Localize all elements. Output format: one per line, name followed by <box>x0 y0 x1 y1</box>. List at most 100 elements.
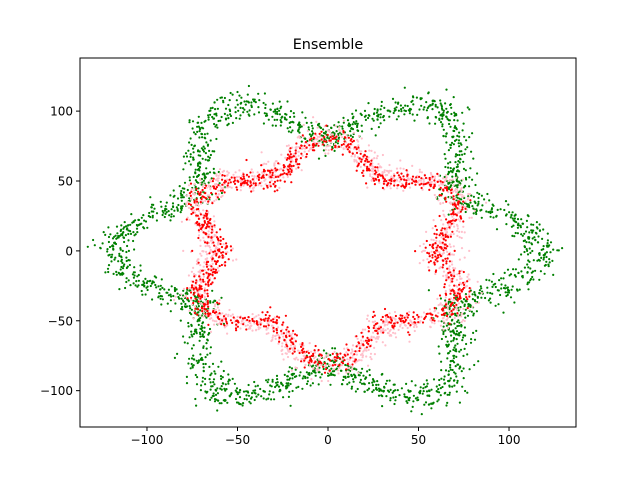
scatter-point <box>217 399 220 402</box>
scatter-point <box>436 106 439 109</box>
scatter-point <box>430 316 433 319</box>
scatter-point <box>305 382 309 385</box>
scatter-point <box>273 176 276 179</box>
scatter-point <box>469 303 472 307</box>
scatter-point <box>213 220 216 223</box>
scatter-point <box>324 132 327 135</box>
x-tick-label: 50 <box>411 433 426 447</box>
scatter-point <box>367 167 370 170</box>
scatter-point <box>197 229 200 232</box>
scatter-point <box>448 313 451 316</box>
scatter-point <box>445 262 448 265</box>
scatter-point <box>190 270 193 273</box>
scatter-point <box>188 119 191 122</box>
scatter-point <box>439 180 442 183</box>
scatter-point <box>229 114 233 118</box>
scatter-point <box>227 117 230 120</box>
scatter-point <box>409 177 412 180</box>
scatter-point <box>455 307 458 310</box>
scatter-point <box>488 279 491 282</box>
scatter-point <box>180 220 183 223</box>
x-tick-label: 100 <box>498 433 521 447</box>
scatter-point <box>343 347 346 350</box>
scatter-point <box>282 164 285 167</box>
scatter-point <box>459 366 462 369</box>
scatter-point <box>345 368 348 371</box>
scatter-point <box>433 179 436 182</box>
scatter-point <box>215 262 218 266</box>
scatter-point <box>389 399 392 402</box>
scatter-point <box>276 112 279 116</box>
scatter-point <box>276 326 280 329</box>
scatter-point <box>133 248 136 251</box>
scatter-point <box>446 245 449 248</box>
scatter-point <box>176 292 179 295</box>
scatter-point <box>351 365 354 369</box>
scatter-point <box>505 294 508 298</box>
scatter-point <box>363 383 366 386</box>
scatter-point <box>430 250 433 253</box>
scatter-point <box>215 389 218 392</box>
scatter-point <box>383 119 386 122</box>
scatter-point <box>480 296 483 299</box>
scatter-point <box>288 334 291 338</box>
scatter-point <box>188 121 191 124</box>
scatter-point <box>214 245 218 248</box>
scatter-point <box>351 152 354 155</box>
scatter-point <box>125 277 128 280</box>
scatter-point <box>200 302 203 305</box>
scatter-point <box>338 357 341 360</box>
scatter-point <box>433 177 436 180</box>
scatter-point <box>436 315 439 318</box>
scatter-point <box>239 114 242 117</box>
scatter-point <box>452 169 455 172</box>
scatter-point <box>445 274 449 277</box>
scatter-point <box>211 273 214 277</box>
scatter-point <box>196 289 199 292</box>
scatter-point <box>223 174 226 177</box>
scatter-point <box>300 152 303 155</box>
scatter-point <box>422 242 425 246</box>
scatter-point <box>439 387 442 390</box>
scatter-point <box>476 280 479 283</box>
scatter-point <box>451 302 454 305</box>
scatter-point <box>426 251 429 254</box>
scatter-point <box>311 130 314 133</box>
scatter-point <box>363 163 366 166</box>
scatter-point <box>322 365 325 368</box>
scatter-point <box>220 360 223 363</box>
scatter-point <box>385 320 388 323</box>
scatter-point <box>433 99 436 102</box>
scatter-point <box>269 175 272 178</box>
scatter-point <box>211 362 215 365</box>
scatter-point <box>468 185 471 188</box>
scatter-point <box>245 173 249 176</box>
scatter-point <box>537 258 540 261</box>
scatter-point <box>324 130 327 133</box>
scatter-point <box>471 205 474 208</box>
scatter-point <box>356 371 360 374</box>
scatter-point <box>216 301 219 304</box>
scatter-point <box>287 395 290 398</box>
scatter-point <box>494 304 497 307</box>
scatter-point <box>462 225 465 228</box>
scatter-point <box>215 112 218 116</box>
scatter-point <box>402 106 405 109</box>
scatter-point <box>455 350 458 353</box>
scatter-point <box>455 330 459 333</box>
scatter-point <box>227 382 230 385</box>
scatter-point <box>262 187 265 190</box>
scatter-point <box>464 176 467 180</box>
scatter-point <box>446 340 449 343</box>
scatter-point <box>183 305 186 308</box>
scatter-point <box>394 395 397 399</box>
scatter-point <box>361 356 364 359</box>
scatter-point <box>308 133 311 136</box>
scatter-point <box>442 252 445 255</box>
scatter-point <box>438 241 441 244</box>
scatter-point <box>382 116 385 119</box>
scatter-point <box>453 249 456 252</box>
scatter-point <box>453 284 456 287</box>
scatter-point <box>146 288 149 292</box>
scatter-point <box>198 222 201 225</box>
